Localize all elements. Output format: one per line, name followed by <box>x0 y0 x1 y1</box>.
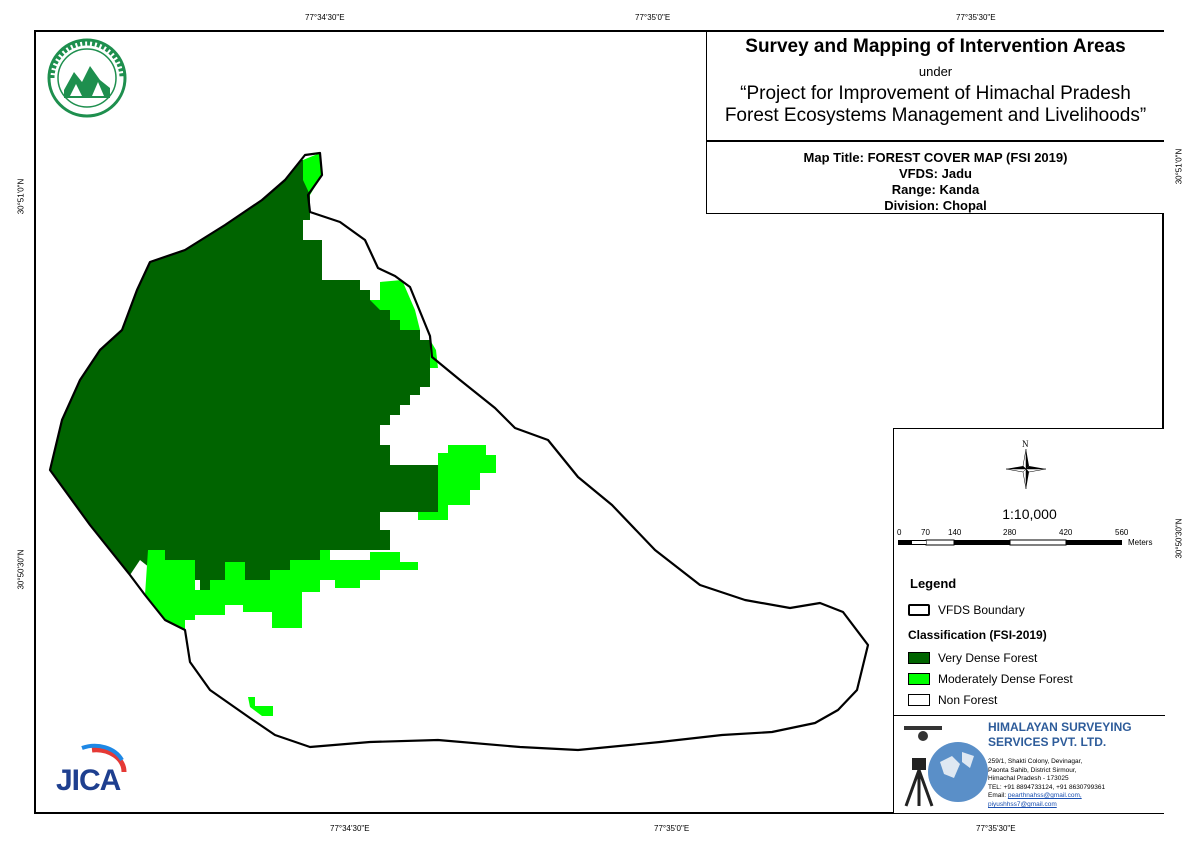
vfds-boundary-outline <box>48 151 870 752</box>
company-name: HIMALAYAN SURVEYING SERVICES PVT. LTD. <box>988 720 1132 750</box>
jica-wordmark: JICA <box>56 764 121 797</box>
legend-item-very-dense: Very Dense Forest <box>908 651 1037 665</box>
vfds-name: VFDS: Jadu <box>899 166 972 181</box>
address-line3: Himachal Pradesh - 173025 <box>988 775 1069 783</box>
mdf-patch-small <box>248 697 273 716</box>
very-dense-swatch <box>908 652 930 664</box>
scale-bar-graphic <box>898 539 1122 546</box>
scale-unit: Meters <box>1128 538 1153 547</box>
coord-top-3: 77°35'30"E <box>956 13 996 22</box>
north-arrow-icon <box>1006 449 1046 489</box>
main-title: Survey and Mapping of Intervention Areas <box>745 36 1126 57</box>
mdf-patch-south <box>145 550 418 630</box>
non-forest-label: Non Forest <box>938 693 998 707</box>
scale-tick-140: 140 <box>948 528 962 537</box>
coord-top-1: 77°34'30"E <box>305 13 345 22</box>
boundary-swatch <box>908 604 930 616</box>
north-label: N <box>1022 439 1029 449</box>
map-frame <box>34 30 1164 814</box>
total-station-icon <box>912 758 926 770</box>
company-address: 259/1, Shakti Colony, Devinagar, Paonta … <box>988 758 1105 810</box>
scale-tick-280: 280 <box>1003 528 1017 537</box>
very-dense-forest-area <box>50 160 438 590</box>
under-text: under <box>918 64 953 79</box>
address-line1: 259/1, Shakti Colony, Devinagar, <box>988 758 1083 765</box>
email-link-1[interactable]: pearthnahss@gmail.com, <box>1007 792 1082 800</box>
coord-bottom-2: 77°35'0"E <box>654 824 690 833</box>
legend-title: Legend <box>910 576 957 591</box>
side-panel: N 1:10,000 0 70 140 280 420 560 Meters L… <box>893 428 1165 814</box>
email-prefix: Email: <box>988 792 1007 800</box>
legend-item-non-forest: Non Forest <box>908 693 997 707</box>
company-email-row: Email: pearthnahss@gmail.com, <box>988 792 1105 801</box>
jica-logo-arc <box>81 743 127 773</box>
very-dense-label: Very Dense Forest <box>938 651 1038 665</box>
moderately-dense-forest-areas <box>145 153 496 716</box>
division-name: Division: Chopal <box>884 198 987 213</box>
scale-tick-560: 560 <box>1115 528 1129 537</box>
moderately-dense-swatch <box>908 673 930 685</box>
company-block: HIMALAYAN SURVEYING SERVICES PVT. LTD. 2… <box>894 715 1165 814</box>
scale-ratio: 1:10,000 <box>1002 506 1057 522</box>
project-line-1: “Project for Improvement of Himachal Pra… <box>740 83 1131 104</box>
range-name: Range: Kanda <box>891 182 980 197</box>
email-link-2[interactable]: piyushhss7@gmail.com <box>988 800 1057 808</box>
non-forest-swatch <box>908 694 930 706</box>
map-title: Map Title: FOREST COVER MAP (FSI 2019) <box>803 150 1068 165</box>
coord-bottom-3: 77°35'30"E <box>976 824 1016 833</box>
surveying-logo <box>904 726 988 807</box>
title-block: Survey and Mapping of Intervention Areas… <box>706 32 1164 141</box>
company-tel: TEL: +91 8894733124, +91 8630799361 <box>988 783 1106 791</box>
legend-boundary: VFDS Boundary <box>908 603 1025 617</box>
map-info-block: Map Title: FOREST COVER MAP (FSI 2019) V… <box>706 141 1164 214</box>
drone-icon <box>904 726 942 730</box>
scale-tick-0: 0 <box>897 528 902 537</box>
moderately-dense-label: Moderately Dense Forest <box>938 672 1073 686</box>
mdf-patch-south-east <box>418 445 496 520</box>
mdf-patch-east <box>370 280 420 330</box>
address-line2: Paonta Sahib, District Sirmour, <box>988 766 1077 774</box>
classification-title: Classification (FSI-2019) <box>908 628 1047 642</box>
scale-tick-420: 420 <box>1059 528 1073 537</box>
coord-bottom-1: 77°34'30"E <box>330 824 370 833</box>
mdf-patch-top <box>303 153 322 195</box>
legend-item-moderately-dense: Moderately Dense Forest <box>908 672 1073 686</box>
company-name-line2: SERVICES PVT. LTD. <box>988 735 1107 749</box>
scale-tick-70: 70 <box>921 528 930 537</box>
scale-bar: 0 70 140 280 420 560 Meters <box>897 528 1162 549</box>
company-name-line1: HIMALAYAN SURVEYING <box>988 720 1132 734</box>
coord-top-2: 77°35'0"E <box>635 13 671 22</box>
project-line-2: Forest Ecosystems Management and Livelih… <box>724 105 1147 126</box>
boundary-label: VFDS Boundary <box>938 603 1025 617</box>
forest-department-seal <box>47 38 127 118</box>
jica-logo: JICA <box>52 742 132 804</box>
